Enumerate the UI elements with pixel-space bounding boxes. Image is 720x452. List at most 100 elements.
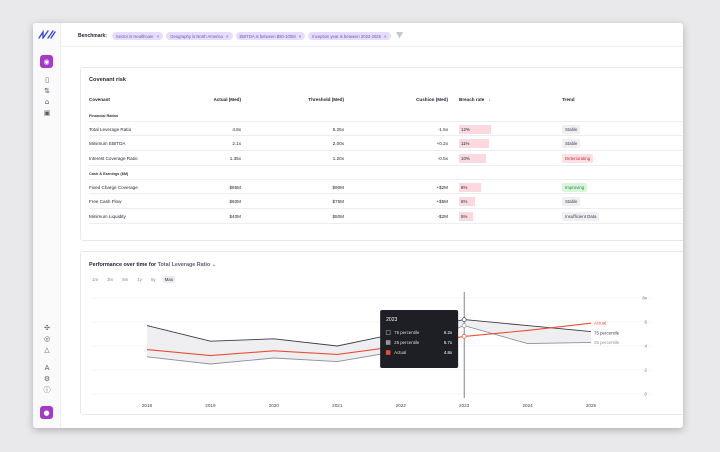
filter-chip[interactable]: EBITDA is between $50-100M × bbox=[235, 32, 306, 40]
breach-rate-bar: 11% bbox=[459, 138, 489, 148]
tooltip-swatch bbox=[385, 350, 391, 355]
trend-badge: Improving bbox=[562, 182, 588, 192]
user-avatar-icon[interactable]: ● bbox=[40, 406, 53, 419]
breach-rate-bar: 8% bbox=[459, 182, 481, 192]
table-row[interactable]: Total Leverage Ratio 4.8x 5.25x -1.5x 12… bbox=[89, 121, 683, 136]
hover-marker bbox=[461, 317, 467, 322]
table-row[interactable]: Minimum EBITDA 2.1x 2.00x +0.2x 11% Stab… bbox=[89, 136, 683, 151]
performance-chart[interactable]: 8x 6 4 2 0 2018 2019 2020 2021 2022 2023 2024 2025 75… bbox=[81, 252, 683, 414]
column-header-actual[interactable]: Actual (Med) bbox=[213, 97, 241, 102]
series-line-actual bbox=[146, 322, 592, 357]
x-tick-label: 2025 bbox=[586, 403, 597, 408]
series-label: 25 percentile bbox=[594, 340, 620, 345]
filter-icon[interactable] bbox=[396, 32, 403, 40]
covenant-name: Interest Coverage Ratio bbox=[89, 155, 138, 161]
covenant-risk-card: Covenant risk Covenant Actual (Med) Thre… bbox=[80, 67, 683, 241]
portfolio-icon[interactable]: ◉ bbox=[40, 55, 53, 68]
range-6m[interactable]: 6m bbox=[122, 277, 129, 282]
cushion-value: +$5M bbox=[436, 198, 448, 204]
range-1m[interactable]: 1m bbox=[92, 277, 99, 282]
column-header-breach-rate[interactable]: Breach rate ↓ bbox=[459, 97, 491, 102]
document-icon[interactable]: ▯ bbox=[45, 76, 49, 84]
help-circle-icon[interactable]: ◎ bbox=[43, 335, 51, 343]
calendar-icon[interactable]: ▣ bbox=[43, 109, 51, 117]
threshold-value: $50M bbox=[332, 213, 345, 219]
sidebar: ◉ ▯ ⇅ ⌂ ▣ ✣ ◎ △ A ⚙ ⓘ ● bbox=[33, 23, 61, 428]
cushion-value: -$2M bbox=[437, 213, 448, 219]
actual-value: 2.1x bbox=[232, 140, 241, 146]
actual-value: 1.35x bbox=[229, 155, 241, 161]
breach-rate-bar: 10% bbox=[459, 153, 486, 163]
chip-label: Inception year is between 2023-2025 bbox=[312, 33, 381, 39]
y-tick-label: 2 bbox=[645, 368, 648, 373]
bank-icon[interactable]: ⌂ bbox=[44, 98, 50, 106]
percentile-band bbox=[147, 319, 591, 364]
cushion-value: -1.5x bbox=[437, 126, 448, 132]
app-logo[interactable] bbox=[38, 29, 56, 41]
info-icon[interactable]: ⓘ bbox=[43, 386, 51, 394]
app-window: ◉ ▯ ⇅ ⌂ ▣ ✣ ◎ △ A ⚙ ⓘ ● Benchmark: Secto… bbox=[33, 23, 683, 428]
column-header-cushion[interactable]: Cushion (Med) bbox=[416, 97, 448, 102]
trend-badge: Stable bbox=[562, 124, 581, 134]
covenant-name: Free Cash Flow bbox=[89, 198, 122, 204]
filter-chip[interactable]: Inception year is between 2023-2025 × bbox=[308, 32, 391, 40]
breach-rate-bar: 12% bbox=[459, 124, 492, 134]
actual-value: $60M bbox=[229, 198, 242, 204]
threshold-value: 2.00x bbox=[332, 140, 344, 146]
threshold-value: 5.25x bbox=[332, 126, 344, 132]
range-3m[interactable]: 3m bbox=[107, 277, 114, 282]
header-divider bbox=[61, 46, 683, 47]
breach-header-label: Breach rate bbox=[459, 97, 485, 102]
column-header-threshold[interactable]: Threshold (Med) bbox=[308, 97, 344, 102]
actual-value: $40M bbox=[229, 213, 242, 219]
series-label: Actual bbox=[594, 321, 606, 326]
metric-selector[interactable]: Total Leverage Ratio bbox=[157, 262, 211, 268]
filter-chip[interactable]: Geography is North America × bbox=[166, 32, 233, 40]
settings-icon[interactable]: ⚙ bbox=[43, 375, 51, 383]
filter-chip[interactable]: Sector is Healthcare × bbox=[111, 32, 164, 40]
close-icon[interactable]: × bbox=[225, 33, 229, 39]
series-line-25-percentile bbox=[146, 325, 592, 365]
chevron-down-icon[interactable]: ⌄ bbox=[211, 262, 217, 268]
range-5y[interactable]: 5y bbox=[150, 277, 156, 282]
performance-title-prefix: Performance over time for bbox=[89, 262, 157, 268]
integrations-icon[interactable]: ✣ bbox=[44, 324, 50, 332]
table-row[interactable]: Free Cash Flow $60M $75M +$5M 6% Stable bbox=[89, 194, 683, 209]
chip-label: Sector is Healthcare bbox=[115, 33, 154, 39]
covenant-name: Minimum EBITDA bbox=[89, 140, 126, 146]
covenant-name: Total Leverage Ratio bbox=[89, 126, 132, 132]
close-icon[interactable]: × bbox=[156, 33, 160, 39]
table-row[interactable]: Interest Coverage Ratio 1.35x 1.20x -0.5… bbox=[89, 151, 683, 166]
sort-arrow-icon[interactable]: ↓ bbox=[488, 97, 491, 102]
series-label: 75 percentile bbox=[594, 331, 620, 336]
trend-badge: Stable bbox=[562, 138, 581, 148]
section-label-financial: Financial Ratios bbox=[89, 114, 119, 118]
tooltip-label: 75 percentile bbox=[394, 330, 420, 335]
close-icon[interactable]: × bbox=[298, 33, 302, 39]
trend-badge: Stable bbox=[562, 196, 581, 206]
series-line-75-percentile bbox=[146, 319, 592, 347]
threshold-value: 1.20x bbox=[332, 155, 344, 161]
cushion-value: +0.2x bbox=[436, 140, 448, 146]
cushion-value: +$2M bbox=[436, 184, 448, 190]
covenant-name: Minimum Liquidity bbox=[89, 213, 126, 219]
swap-icon[interactable]: ⇅ bbox=[44, 87, 50, 95]
column-header-covenant[interactable]: Covenant bbox=[89, 97, 110, 102]
x-tick-label: 2021 bbox=[332, 403, 343, 408]
threshold-value: $75M bbox=[332, 198, 345, 204]
table-row[interactable]: Fixed Charge Coverage $85M $90M +$2M 8% … bbox=[89, 179, 683, 194]
bell-icon[interactable]: △ bbox=[44, 346, 50, 354]
y-tick-label: 4 bbox=[645, 344, 648, 349]
tooltip-swatch bbox=[385, 340, 391, 345]
close-icon[interactable]: × bbox=[383, 33, 387, 39]
range-max[interactable]: Max bbox=[162, 276, 175, 283]
tooltip-value: 5.7x bbox=[444, 340, 453, 345]
range-1y[interactable]: 1y bbox=[137, 277, 142, 282]
trend-badge: Insufficient Data bbox=[562, 211, 600, 221]
table-row[interactable]: Minimum Liquidity $40M $50M -$2M 5% Insu… bbox=[89, 209, 683, 224]
breach-rate-bar: 5% bbox=[459, 211, 473, 221]
column-header-trend[interactable]: Trend bbox=[562, 97, 575, 102]
cushion-value: -0.5x bbox=[437, 155, 448, 161]
main-content: Benchmark: Sector is Healthcare × Geograp… bbox=[61, 23, 683, 428]
translate-icon[interactable]: A bbox=[44, 364, 50, 372]
